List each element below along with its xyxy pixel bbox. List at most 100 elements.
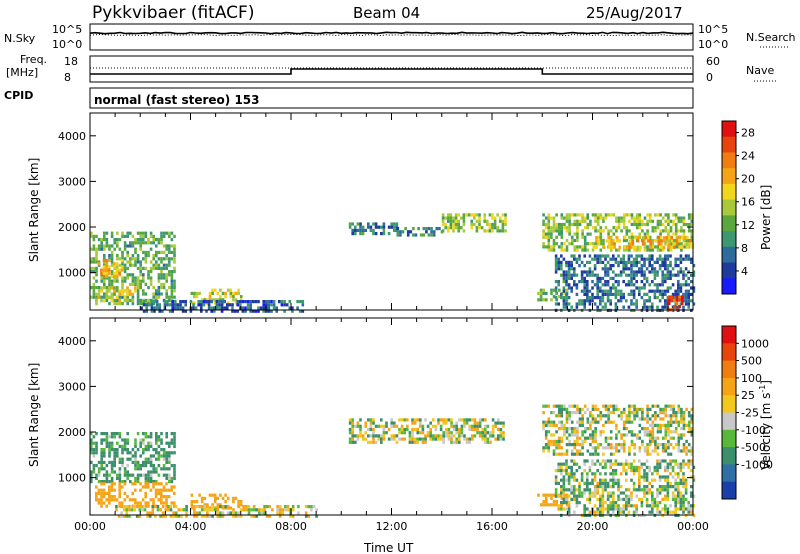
echo-cell <box>690 299 693 303</box>
freq-line <box>90 68 693 75</box>
echo-cell <box>276 505 279 509</box>
echo-cell <box>123 266 127 270</box>
echo-cell <box>502 437 505 441</box>
echo-cell <box>560 485 563 489</box>
echo-cell <box>570 449 574 453</box>
echo-cell <box>581 245 584 249</box>
echo-cell <box>570 491 573 495</box>
echo-cell <box>142 238 145 242</box>
echo-cell <box>580 270 584 274</box>
echo-cell <box>166 303 169 307</box>
echo-cell <box>100 279 103 283</box>
echo-cell <box>666 257 670 261</box>
echo-cell <box>550 248 553 252</box>
echo-cell <box>231 309 234 313</box>
echo-cell <box>565 469 568 473</box>
echo-cell <box>645 491 649 495</box>
echo-cell <box>599 232 603 236</box>
echo-cell <box>155 260 158 264</box>
echo-cell <box>617 507 620 511</box>
echo-cell <box>447 434 451 438</box>
echo-cell <box>602 242 605 246</box>
echo-cell <box>578 488 581 492</box>
echo-cell <box>575 260 579 264</box>
echo-cell <box>679 504 683 508</box>
echo-cell <box>573 257 576 261</box>
echo-cell <box>560 452 564 456</box>
echo-cell <box>457 229 460 233</box>
echo-cell <box>270 309 273 313</box>
echo-cell <box>560 446 564 450</box>
echo-cell <box>589 452 592 456</box>
echo-cell <box>563 423 566 427</box>
echo-cell <box>674 462 677 466</box>
echo-cell <box>562 286 566 290</box>
echo-cell <box>570 222 574 227</box>
echo-cell <box>604 273 607 277</box>
echo-cell <box>147 473 150 477</box>
echo-cell <box>134 482 137 486</box>
echo-cell <box>452 434 456 438</box>
echo-cell <box>441 213 445 217</box>
echo-cell <box>643 270 646 274</box>
echo-cell <box>680 229 683 233</box>
echo-cell <box>678 295 681 299</box>
echo-cell <box>544 436 548 440</box>
echo-cell <box>567 267 571 271</box>
echo-cell <box>105 498 108 502</box>
echo-cell <box>586 213 590 217</box>
echo-cell <box>233 309 237 313</box>
echo-cell <box>645 305 649 309</box>
echo-cell <box>547 219 551 223</box>
echo-cell <box>445 427 448 432</box>
echo-cell <box>134 480 137 484</box>
echo-cell <box>612 238 616 243</box>
echo-cell <box>237 511 240 515</box>
echo-cell <box>144 257 148 261</box>
echo-cell <box>659 411 662 415</box>
echo-cell <box>615 248 618 252</box>
echo-cell <box>139 241 142 245</box>
echo-cell <box>255 514 259 518</box>
echo-cell <box>622 491 625 495</box>
echo-cell <box>385 421 388 425</box>
echo-cell <box>578 485 581 489</box>
echo-cell <box>654 411 657 415</box>
echo-cell <box>604 420 608 424</box>
echo-cell <box>588 497 592 501</box>
echo-cell <box>570 488 573 492</box>
echo-cell <box>491 216 494 220</box>
echo-cell <box>100 299 103 303</box>
echo-cell <box>593 472 597 476</box>
echo-cell <box>108 244 111 248</box>
echo-cell <box>252 300 255 304</box>
echo-cell <box>110 254 114 258</box>
echo-cell <box>565 462 568 466</box>
echo-cell <box>118 432 122 436</box>
echo-cell <box>129 244 132 248</box>
echo-cell <box>671 465 675 469</box>
echo-cell <box>147 238 150 242</box>
echo-cell <box>161 514 165 518</box>
echo-cell <box>154 482 158 486</box>
echo-cell <box>654 436 657 440</box>
echo-cell <box>612 407 616 411</box>
echo-cell <box>664 510 667 514</box>
echo-cell <box>103 234 106 238</box>
echo-cell <box>601 488 605 492</box>
echo-cell <box>502 424 505 428</box>
echo-cell <box>100 244 103 248</box>
echo-cell <box>105 441 109 445</box>
echo-cell <box>552 288 556 292</box>
echo-cell <box>126 295 129 299</box>
echo-cell <box>576 219 579 223</box>
echo-cell <box>544 420 548 424</box>
echo-cell <box>612 481 615 485</box>
echo-cell <box>129 473 132 477</box>
echo-cell <box>617 494 620 498</box>
colorbar-swatch <box>722 343 736 362</box>
echo-cell <box>589 232 592 236</box>
echo-cell <box>154 514 157 518</box>
echo-cell <box>651 242 655 246</box>
